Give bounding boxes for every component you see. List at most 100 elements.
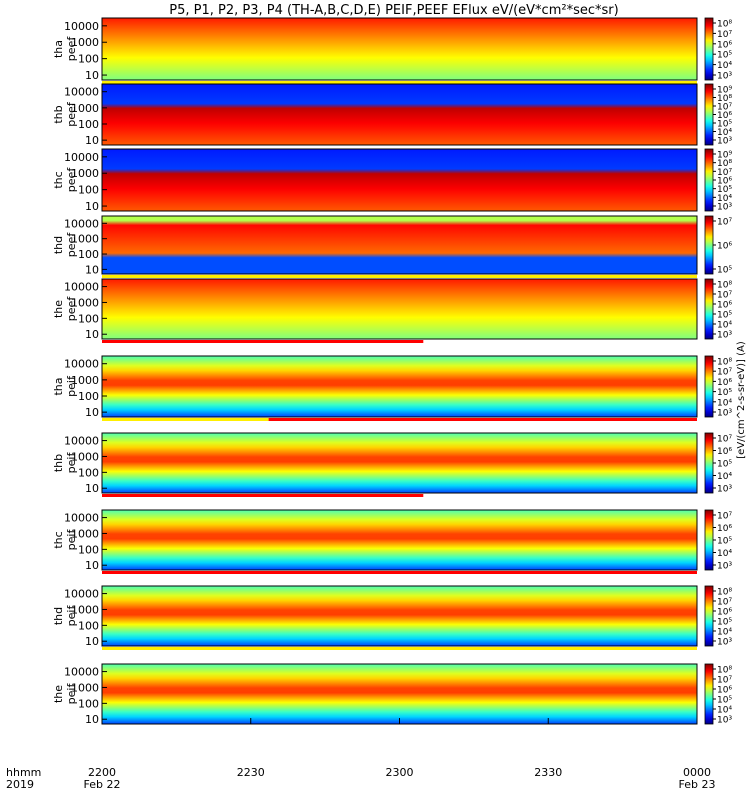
y-tick-label: 10000: [64, 358, 99, 371]
panel-frame: [101, 148, 698, 212]
colorbar-tick-label: 10⁷: [717, 598, 732, 608]
y-tick-label: 10000: [64, 588, 99, 601]
y-tick-label: 100: [78, 390, 99, 403]
panel-label-probe: thb: [52, 454, 65, 472]
y-tick-label: 10000: [64, 20, 99, 33]
colorbar-tick-label: 10⁷: [717, 291, 732, 301]
spectrogram-image: [102, 510, 697, 570]
x-axis-label-year: 2019: [6, 778, 34, 791]
colorbar-tick-label: 10³: [717, 638, 732, 648]
colorbar-tick-label: 10⁸: [717, 358, 732, 368]
panel-frame: [101, 215, 698, 275]
colorbar-tick-label: 10⁶: [717, 447, 732, 457]
y-tick-label: 10000: [64, 281, 99, 294]
status-band: [268, 418, 697, 421]
colorbar: [704, 585, 714, 647]
y-tick-label: 10000: [64, 666, 99, 679]
colorbar-tick-label: 10⁸: [717, 281, 732, 291]
spectrogram-image: [102, 664, 697, 724]
spectrogram-image: [102, 356, 697, 417]
colorbar-tick-label: 10⁷: [717, 435, 732, 445]
colorbar-tick-label: 10³: [717, 716, 732, 726]
y-tick-label: 10000: [64, 151, 99, 164]
colorbar: [704, 355, 714, 418]
colorbar-tick-label: 10⁴: [717, 61, 732, 71]
x-tick-date: Feb 22: [84, 778, 121, 791]
status-band: [102, 81, 697, 84]
y-tick-label: 10: [85, 635, 99, 648]
colorbar-tick-label: 10⁸: [717, 159, 732, 169]
colorbar-tick-label: 10⁴: [717, 706, 732, 716]
x-tick-label: 0000: [683, 766, 711, 779]
colorbar-tick-label: 10⁸: [717, 20, 732, 30]
y-tick-label: 1000: [71, 527, 99, 540]
x-tick-date: Feb 23: [679, 778, 716, 791]
panel-thb-peef: 10000 1000 100 10 thb peef 10⁹10⁸10⁷10⁶10⁵10⁴1…: [52, 83, 732, 147]
colorbar-tick-label: 10⁵: [717, 460, 732, 470]
panel-label-product: peef: [65, 232, 78, 258]
colorbar-tick-label: 10⁵: [717, 537, 732, 547]
y-tick-label: 100: [78, 619, 99, 632]
chart-title: P5, P1, P2, P3, P4 (TH-A,B,C,D,E) PEIF,P…: [169, 3, 618, 18]
y-tick-label: 10: [85, 200, 99, 213]
colorbar: [704, 663, 714, 725]
spectrogram-image: [102, 586, 697, 646]
y-tick-label: 10: [85, 482, 99, 495]
status-band: [102, 571, 697, 574]
panel-frame: [101, 83, 698, 146]
panel-label-probe: thd: [52, 236, 65, 254]
colorbar-tick-label: 10⁴: [717, 128, 732, 138]
spectrogram-image: [102, 84, 697, 145]
panel-label-product: peef: [65, 167, 78, 193]
colorbar: [704, 17, 714, 81]
y-tick-label: 10: [85, 134, 99, 147]
colorbar-tick-label: 10⁹: [717, 86, 732, 96]
x-tick-label: 2300: [386, 766, 414, 779]
colorbar-tick-label: 10⁵: [717, 51, 732, 61]
y-tick-label: 100: [78, 248, 99, 261]
y-tick-label: 100: [78, 466, 99, 479]
colorbar-tick-label: 10⁶: [717, 378, 732, 388]
panel-thc-peif: 10000 1000 100 10 thc peif 10⁷ 10⁶ 10⁵ 10⁴ 10³: [52, 509, 732, 574]
colorbar: [704, 83, 714, 146]
colorbar-tick-label: 10⁷: [717, 512, 732, 522]
colorbar-tick-label: 10⁷: [717, 30, 732, 40]
panel-frame: [101, 17, 698, 81]
colorbar-tick-label: 10³: [717, 562, 732, 572]
panel-frame: [101, 585, 698, 647]
panel-label-probe: the: [52, 300, 65, 318]
colorbar-tick-label: 10⁵: [717, 311, 732, 321]
colorbar-tick-label: 10⁶: [717, 608, 732, 618]
colorbar-tick-label: 10⁴: [717, 398, 732, 408]
colorbar-tick-label: 10⁵: [717, 266, 732, 276]
colorbar-tick-label: 10⁷: [717, 676, 732, 686]
panel-thc-peef: 10000 1000 100 10 thc peef 10⁹10⁸10⁷10⁶10⁵10⁴1…: [52, 148, 732, 213]
colorbar-tick-label: 10⁸: [717, 666, 732, 676]
panel-frame: [101, 355, 698, 418]
colorbar-tick-label: 10⁷: [717, 168, 732, 178]
y-tick-label: 1000: [71, 374, 99, 387]
y-tick-label: 1000: [71, 167, 99, 180]
colorbar-tick-label: 10³: [717, 72, 732, 82]
spectrogram-image: [102, 279, 697, 339]
panel-frame: [101, 509, 698, 571]
panel-frame: [101, 278, 698, 340]
colorbar-tick-label: 10³: [717, 331, 732, 341]
y-tick-label: 1000: [71, 296, 99, 309]
colorbar-tick-label: 10⁸: [717, 588, 732, 598]
y-tick-label: 10: [85, 328, 99, 341]
colorbar-tick-label: 10⁶: [717, 40, 732, 50]
colorbar-tick-label: 10⁵: [717, 618, 732, 628]
y-tick-label: 100: [78, 53, 99, 66]
panel-label-product: peef: [65, 101, 78, 127]
y-tick-label: 1000: [71, 36, 99, 49]
colorbar-tick-label: 10⁷: [717, 368, 732, 378]
colorbar-tick-label: 10⁴: [717, 472, 732, 482]
panel-label-probe: thc: [52, 531, 65, 548]
y-tick-label: 100: [78, 312, 99, 325]
spectrogram-image: [102, 18, 697, 80]
